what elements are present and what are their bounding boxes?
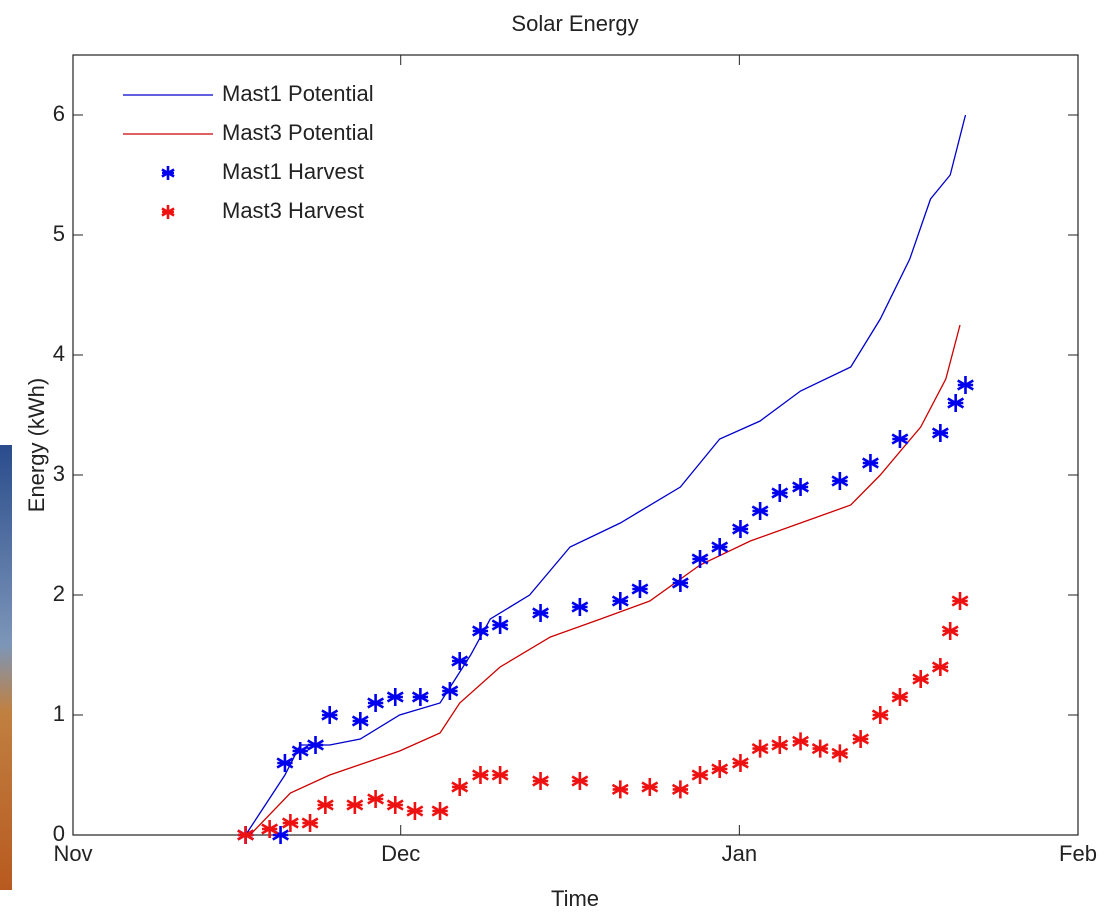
harvest-marker <box>931 658 949 676</box>
harvest-marker <box>751 739 769 758</box>
harvest-marker <box>491 766 509 784</box>
x-tick-label: Dec <box>381 841 420 866</box>
harvest-marker <box>367 694 385 712</box>
potential-line <box>249 324 961 836</box>
potential-line <box>245 114 967 836</box>
y-axis-label: Energy (kWh) <box>24 378 49 512</box>
y-tick-label: 5 <box>53 221 65 246</box>
y-tick-label: 4 <box>53 341 65 366</box>
harvest-marker <box>611 592 629 610</box>
harvest-marker <box>532 604 549 622</box>
harvest-marker <box>671 780 689 799</box>
harvest-marker <box>321 706 339 724</box>
harvest-marker <box>451 778 469 796</box>
harvest-marker <box>941 622 959 640</box>
harvest-marker <box>931 424 949 442</box>
background-photo <box>0 445 12 890</box>
harvest-marker <box>431 802 449 820</box>
harvest-marker <box>957 376 974 394</box>
harvest-marker <box>611 780 629 799</box>
harvest-marker <box>631 580 649 598</box>
legend-label: Mast3 Potential <box>222 120 374 145</box>
harvest-marker <box>951 592 969 610</box>
harvest-marker <box>641 778 659 796</box>
legend-marker <box>161 166 175 180</box>
harvest-marker <box>451 652 469 670</box>
harvest-marker <box>571 598 589 616</box>
harvest-marker <box>261 820 279 838</box>
harvest-marker <box>272 826 289 844</box>
x-tick-label: Feb <box>1059 841 1097 866</box>
harvest-marker <box>711 538 729 556</box>
y-tick-label: 3 <box>53 461 65 486</box>
harvest-marker <box>891 430 909 448</box>
harvest-marker <box>571 772 589 790</box>
harvest-marker <box>307 736 324 754</box>
harvest-marker <box>831 744 849 763</box>
harvest-marker <box>532 772 549 790</box>
harvest-marker <box>792 478 809 496</box>
harvest-marker <box>411 688 429 706</box>
harvest-marker <box>691 550 709 568</box>
x-axis-label: Time <box>551 886 599 911</box>
harvest-marker <box>891 688 909 706</box>
harvest-marker <box>912 670 930 688</box>
legend-marker <box>161 205 175 219</box>
harvest-marker <box>671 574 689 592</box>
harvest-marker <box>291 742 309 760</box>
harvest-marker <box>346 796 364 814</box>
harvest-marker <box>491 616 509 634</box>
y-tick-label: 6 <box>53 101 65 126</box>
harvest-marker <box>732 520 749 538</box>
harvest-marker <box>711 760 729 778</box>
harvest-marker <box>281 814 299 832</box>
x-tick-label: Nov <box>53 841 92 866</box>
harvest-marker <box>367 790 385 808</box>
harvest-marker <box>237 826 255 844</box>
legend-label: Mast1 Potential <box>222 81 374 106</box>
y-tick-label: 0 <box>53 821 65 846</box>
harvest-marker <box>852 730 870 748</box>
chart-title: Solar Energy <box>511 11 638 36</box>
harvest-marker <box>386 796 404 814</box>
y-tick-label: 1 <box>53 701 65 726</box>
x-tick-label: Jan <box>722 841 757 866</box>
harvest-marker <box>792 732 809 751</box>
plot-area <box>72 54 1079 836</box>
legend-label: Mast1 Harvest <box>222 159 364 184</box>
harvest-marker <box>386 688 404 706</box>
legend-label: Mast3 Harvest <box>222 198 364 223</box>
harvest-marker <box>771 484 789 502</box>
harvest-marker <box>771 736 789 754</box>
harvest-marker <box>691 766 709 784</box>
harvest-marker <box>441 682 459 700</box>
harvest-marker <box>301 814 319 832</box>
harvest-marker <box>831 472 849 490</box>
harvest-marker <box>947 394 965 412</box>
harvest-marker <box>751 502 769 520</box>
harvest-marker <box>276 754 294 772</box>
harvest-marker <box>472 622 489 640</box>
y-tick-label: 2 <box>53 581 65 606</box>
harvest-marker <box>871 706 889 724</box>
harvest-marker <box>862 454 879 472</box>
harvest-marker <box>351 712 369 730</box>
harvest-marker <box>472 766 489 784</box>
harvest-marker <box>406 802 424 820</box>
harvest-marker <box>732 754 749 772</box>
harvest-marker <box>811 739 829 758</box>
harvest-marker <box>316 796 334 814</box>
